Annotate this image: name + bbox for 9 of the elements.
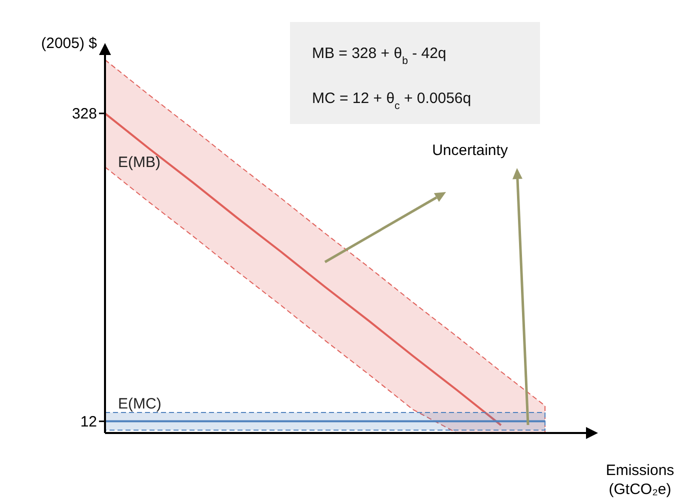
series-label: E(MC) [118,396,162,413]
annotation: Uncertainty [432,142,508,159]
x-axis-title: Emissions (GtCO₂e) [606,462,674,498]
annotation: MB = 328 + θ$_{b}$ - 42q [312,45,446,67]
y-axis-title: (2005) $ [41,35,98,52]
y-tick-label: 12 [80,413,97,430]
series-label: E(MB) [118,154,160,171]
annotation: MC = 12 + θ$_{c}$ + 0.0056q [312,90,472,112]
y-tick-label: 328 [72,105,97,122]
